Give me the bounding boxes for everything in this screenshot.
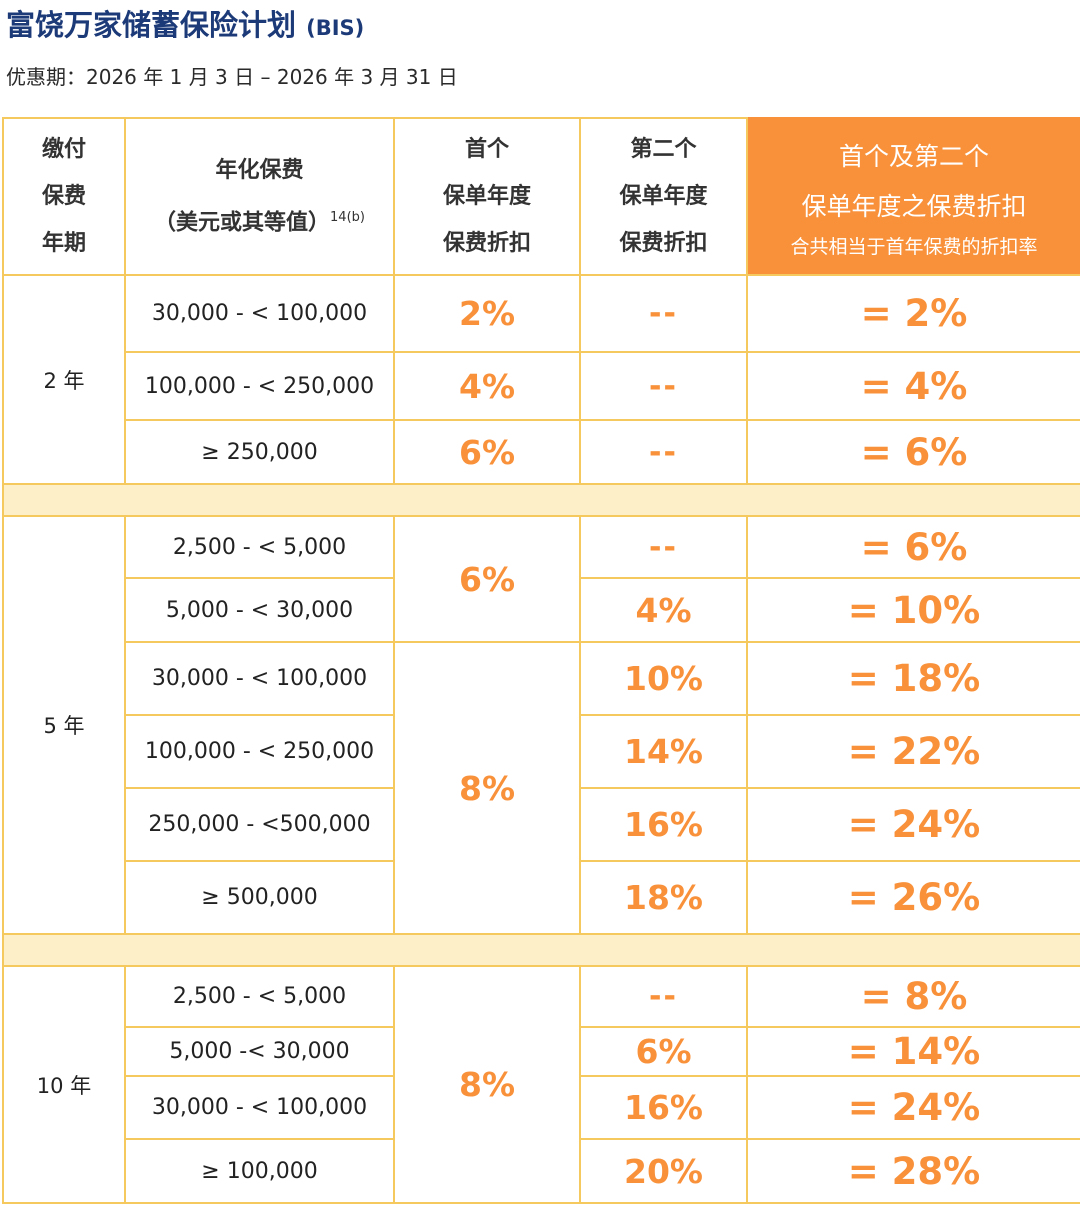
second-discount-cell: 10%	[579, 641, 748, 716]
second-discount-cell: --	[579, 515, 748, 579]
total-discount-cell: = 8%	[746, 965, 1080, 1028]
premium-cell: 100,000 - < 250,000	[124, 351, 395, 421]
premium-cell: ≥ 250,000	[124, 419, 395, 485]
total-discount-cell: = 24%	[746, 1075, 1080, 1140]
second-discount-cell: 20%	[579, 1138, 748, 1204]
total-discount-cell: = 4%	[746, 351, 1080, 421]
term-cell: 5 年	[2, 515, 126, 935]
premium-cell: 30,000 - < 100,000	[124, 641, 395, 716]
total-discount-cell: = 10%	[746, 577, 1080, 643]
second-discount-cell: 6%	[579, 1026, 748, 1077]
table-row: 100,000 - < 250,000 14% = 22%	[3, 714, 1080, 789]
header-term: 缴付 保费 年期	[2, 117, 126, 276]
table-row: 5,000 - < 30,000 4% = 10%	[3, 577, 1080, 643]
total-discount-cell: = 6%	[746, 515, 1080, 579]
offer-period: 优惠期：2026 年 1 月 3 日 – 2026 年 3 月 31 日	[6, 65, 458, 89]
term-cell: 10 年	[2, 965, 126, 1204]
table-row: ≥ 250,000 6% -- = 6%	[3, 419, 1080, 485]
first-discount-cell: 8%	[393, 965, 581, 1204]
group-separator	[2, 483, 1080, 517]
header-premium: 年化保费 （美元或其等值）14(b)	[124, 117, 395, 276]
premium-cell: 250,000 - <500,000	[124, 787, 395, 862]
table-row: 250,000 - <500,000 16% = 24%	[3, 787, 1080, 862]
second-discount-cell: 16%	[579, 787, 748, 862]
premium-cell: 30,000 - < 100,000	[124, 274, 395, 353]
second-discount-cell: 18%	[579, 860, 748, 935]
total-discount-cell: = 22%	[746, 714, 1080, 789]
premium-cell: 2,500 - < 5,000	[124, 515, 395, 579]
first-discount-cell: 4%	[393, 351, 581, 421]
premium-cell: 5,000 -< 30,000	[124, 1026, 395, 1077]
group-separator	[2, 933, 1080, 967]
table-row: 10 年 2,500 - < 5,000 8% -- = 8%	[2, 965, 1080, 1204]
total-discount-cell: = 26%	[746, 860, 1080, 935]
premium-cell: 5,000 - < 30,000	[124, 577, 395, 643]
second-discount-cell: --	[579, 351, 748, 421]
second-discount-cell: 16%	[579, 1075, 748, 1140]
table-row: ≥ 100,000 20% = 28%	[3, 1138, 1080, 1204]
header-first-year: 首个 保单年度 保费折扣	[393, 117, 581, 276]
header-row: 缴付 保费 年期 年化保费 （美元或其等值）14(b) 首个 保单年度 保费折扣…	[2, 117, 1080, 276]
first-discount-cell: 6%	[393, 419, 581, 485]
table-row: 100,000 - < 250,000 4% -- = 4%	[3, 351, 1080, 421]
total-discount-cell: = 24%	[746, 787, 1080, 862]
table-row: 30,000 - < 100,000 8% 10% = 18%	[3, 641, 1080, 935]
table-row: 30,000 - < 100,000 16% = 24%	[3, 1075, 1080, 1140]
premium-cell: 100,000 - < 250,000	[124, 714, 395, 789]
first-discount-cell: 8%	[393, 641, 581, 935]
plan-name: 富饶万家储蓄保险计划	[6, 8, 297, 42]
plan-code: (BIS)	[306, 16, 365, 40]
premium-cell: 2,500 - < 5,000	[124, 965, 395, 1028]
discount-table: 缴付 保费 年期 年化保费 （美元或其等值）14(b) 首个 保单年度 保费折扣…	[2, 117, 1080, 1204]
second-discount-cell: --	[579, 965, 748, 1028]
table-row: 5 年 2,500 - < 5,000 6% -- = 6%	[2, 515, 1080, 935]
table-row: 2 年 30,000 - < 100,000 2% -- = 2%	[2, 274, 1080, 485]
table-row: ≥ 500,000 18% = 26%	[3, 860, 1080, 935]
premium-cell: ≥ 100,000	[124, 1138, 395, 1204]
first-discount-cell: 2%	[393, 274, 581, 353]
total-discount-cell: = 14%	[746, 1026, 1080, 1077]
total-discount-cell: = 28%	[746, 1138, 1080, 1204]
footnote-ref: 14(b)	[330, 209, 365, 225]
second-discount-cell: --	[579, 274, 748, 353]
table-row: 5,000 -< 30,000 6% = 14%	[3, 1026, 1080, 1077]
premium-cell: ≥ 500,000	[124, 860, 395, 935]
second-discount-cell: --	[579, 419, 748, 485]
total-discount-cell: = 2%	[746, 274, 1080, 353]
page-title: 富饶万家储蓄保险计划 (BIS)	[6, 2, 364, 52]
first-discount-cell: 6%	[393, 515, 581, 643]
header-second-year: 第二个 保单年度 保费折扣	[579, 117, 748, 276]
term-cell: 2 年	[2, 274, 126, 485]
header-total: 首个及第二个 保单年度之保费折扣 合共相当于首年保费的折扣率	[746, 117, 1080, 276]
second-discount-cell: 14%	[579, 714, 748, 789]
second-discount-cell: 4%	[579, 577, 748, 643]
total-discount-cell: = 6%	[746, 419, 1080, 485]
premium-cell: 30,000 - < 100,000	[124, 1075, 395, 1140]
total-discount-cell: = 18%	[746, 641, 1080, 716]
